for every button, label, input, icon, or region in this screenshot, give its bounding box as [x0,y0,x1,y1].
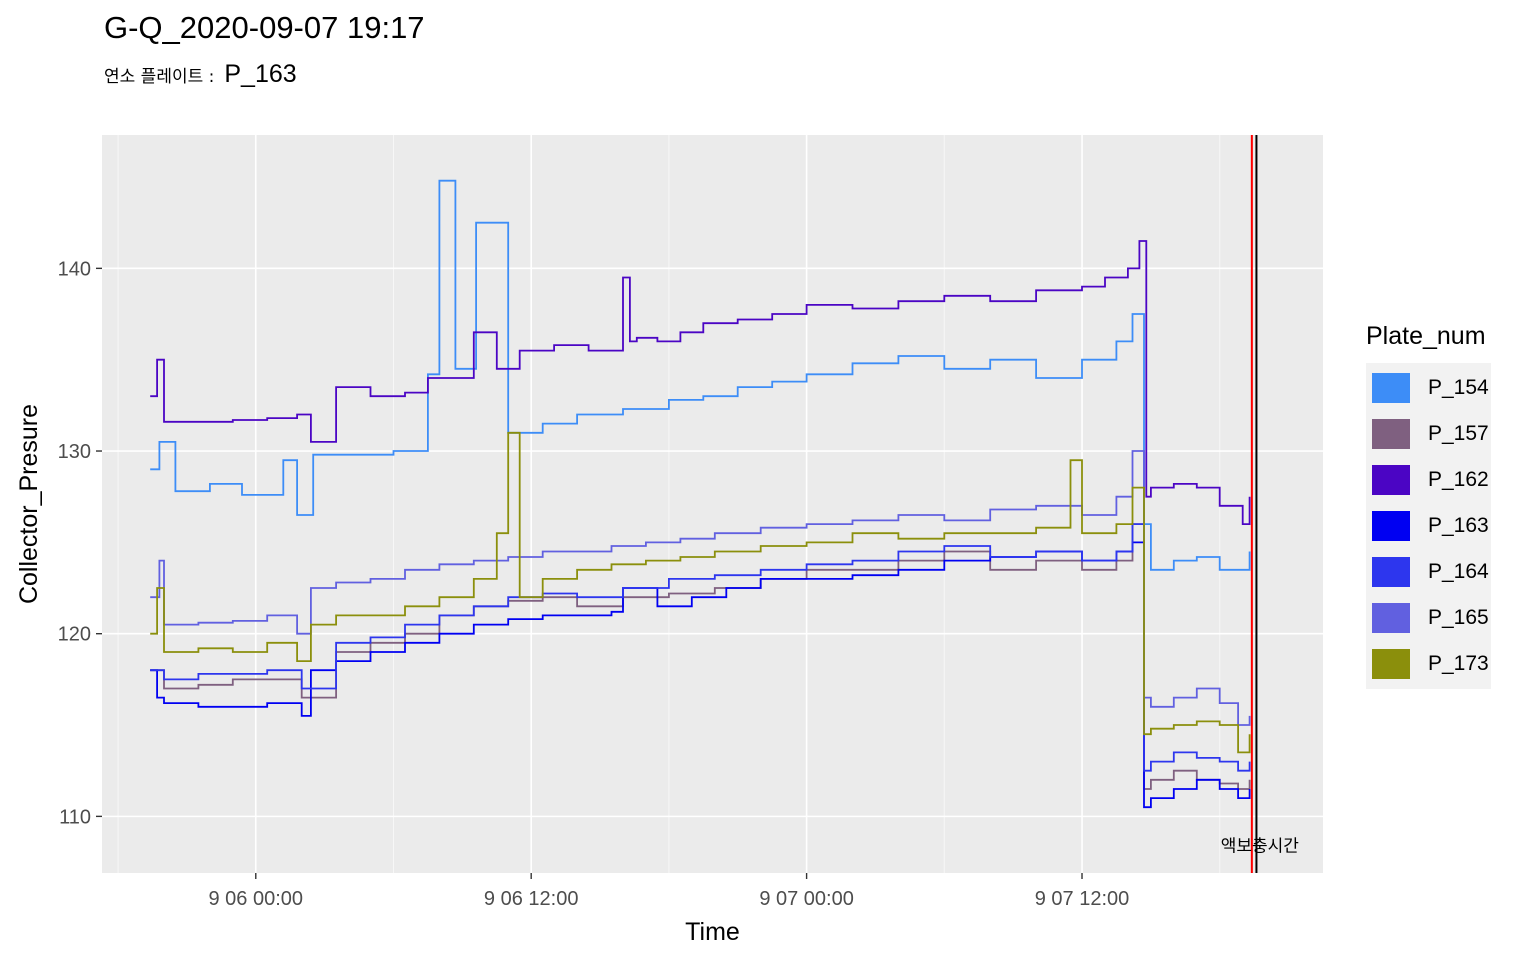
series-line-p-165 [150,450,1251,726]
legend-label: P_162 [1428,468,1489,491]
legend-label: P_157 [1428,422,1489,445]
legend-key [1372,511,1410,541]
legend-key [1372,557,1410,587]
y-tick-label: 130 [58,441,91,463]
legend-box: P_154 P_157 P_162 P_163 P_164 P_165 P_17… [1366,363,1491,689]
legend-title: Plate_num [1366,322,1486,350]
x-tick-label: 9 06 00:00 [209,888,304,910]
legend-label: P_154 [1428,376,1489,399]
legend-key [1372,465,1410,495]
subtitle-label: 연소 플레이트 : [104,67,215,87]
y-axis-title: Collector_Presure [15,404,43,604]
series-line-p-164 [150,523,1251,772]
y-tick-label: 120 [58,624,91,646]
legend-key [1372,603,1410,633]
legend-item: P_165 [1368,595,1489,641]
y-tick-label: 110 [59,806,91,828]
x-tick-label: 9 06 12:00 [484,888,579,910]
legend-label: P_173 [1428,652,1489,675]
legend-key [1372,419,1410,449]
legend-item: P_154 [1368,365,1489,411]
series-line-p-163 [150,541,1251,809]
legend-key [1372,649,1410,679]
plot-panel [102,135,1323,873]
refill-time-annotation: 액보충시간 [1221,837,1300,857]
chart-subtitle: 연소 플레이트 : P_163 [104,60,297,89]
legend-label: P_164 [1428,560,1489,583]
subtitle-value: P_163 [224,60,297,88]
series-line-p-162 [150,240,1251,525]
legend-item: P_173 [1368,641,1489,687]
legend-label: P_163 [1428,514,1489,537]
legend-key [1372,373,1410,403]
chart-title: G-Q_2020-09-07 19:17 [104,10,425,45]
legend-item: P_164 [1368,549,1489,595]
legend-item: P_162 [1368,457,1489,503]
legend-item: P_163 [1368,503,1489,549]
legend: Plate_num P_154 P_157 P_162 P_163 P_164 … [1366,322,1491,689]
series-line-p-154 [150,179,1251,571]
x-tick-label: 9 07 12:00 [1035,888,1130,910]
x-axis-title: Time [685,918,740,946]
x-tick-label: 9 07 00:00 [759,888,854,910]
y-tick-label: 140 [58,258,91,280]
legend-label: P_165 [1428,606,1489,629]
legend-item: P_157 [1368,411,1489,457]
series-line-p-173 [150,431,1251,754]
